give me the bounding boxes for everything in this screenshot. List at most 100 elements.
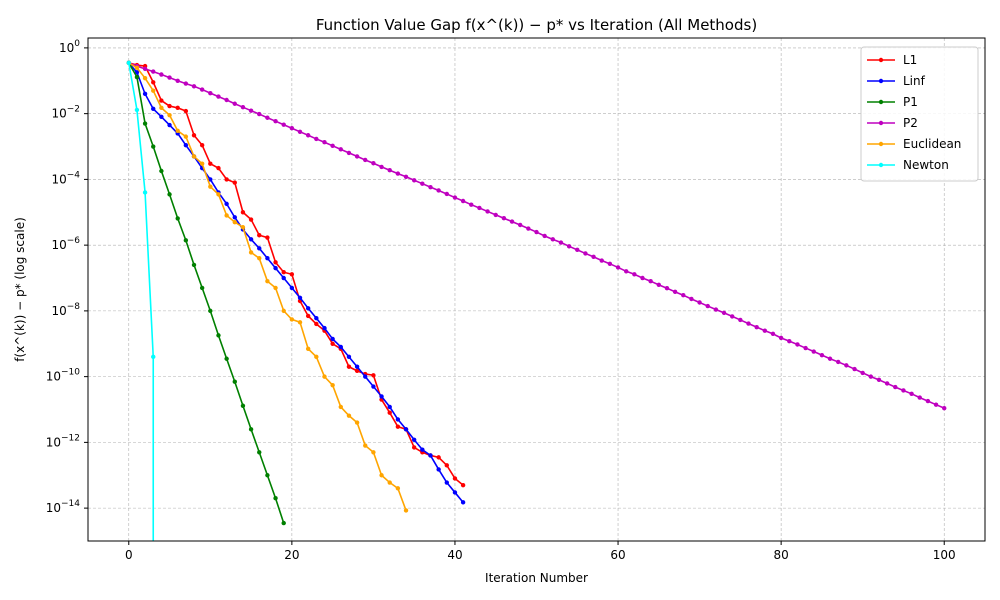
- data-point: [289, 317, 295, 322]
- data-point: [167, 112, 172, 118]
- data-point: [297, 295, 303, 300]
- data-point: [265, 256, 270, 261]
- data-point: [428, 453, 433, 458]
- data-point: [305, 313, 311, 319]
- data-point: [257, 256, 262, 261]
- data-point: [240, 403, 246, 408]
- x-tick-label: 60: [610, 548, 625, 562]
- data-point: [159, 72, 164, 77]
- data-point: [142, 121, 148, 126]
- data-point: [387, 168, 392, 173]
- data-point: [151, 354, 156, 360]
- data-point: [778, 335, 784, 341]
- data-point: [909, 391, 914, 397]
- data-point: [444, 463, 449, 468]
- data-point: [477, 205, 482, 211]
- data-point: [224, 213, 229, 218]
- x-tick-label: 80: [773, 548, 788, 562]
- data-point: [379, 394, 384, 399]
- legend-label: Euclidean: [903, 137, 961, 151]
- data-point: [281, 520, 286, 526]
- data-point: [183, 238, 189, 243]
- data-point: [542, 233, 547, 239]
- data-point: [273, 118, 278, 124]
- data-point: [517, 222, 523, 228]
- data-point: [151, 88, 156, 93]
- data-point: [803, 345, 808, 351]
- data-point: [159, 114, 164, 120]
- data-point: [199, 161, 205, 166]
- x-tick-label: 40: [447, 548, 462, 562]
- data-point: [208, 184, 213, 189]
- data-point: [836, 359, 841, 365]
- data-point: [403, 508, 409, 513]
- data-point: [884, 381, 890, 386]
- series-newton: [126, 60, 156, 541]
- y-tick-exponent: −6: [67, 236, 81, 246]
- data-point: [395, 486, 401, 491]
- data-point: [354, 154, 360, 159]
- y-tick-label: 100: [59, 39, 80, 55]
- data-point: [354, 364, 360, 369]
- plot-frame: [87, 37, 986, 542]
- data-point: [526, 226, 531, 231]
- data-point: [925, 398, 931, 404]
- legend-item-linf: Linf: [867, 74, 926, 88]
- data-point: [281, 275, 286, 281]
- data-point: [134, 74, 140, 80]
- data-point: [420, 181, 425, 186]
- data-point: [248, 108, 254, 113]
- data-point: [330, 341, 335, 346]
- data-point: [281, 270, 286, 275]
- data-point: [681, 293, 686, 298]
- data-point: [346, 150, 352, 156]
- data-point: [134, 70, 140, 75]
- series-euclidean: [126, 60, 409, 513]
- data-point: [754, 324, 759, 330]
- data-point: [191, 262, 197, 268]
- data-point: [151, 80, 156, 85]
- chart-title: Function Value Gap f(x^(k)) − p* vs Iter…: [316, 16, 757, 34]
- data-point: [265, 115, 270, 120]
- series-linf: [126, 60, 466, 505]
- data-point: [452, 490, 458, 495]
- data-point: [314, 315, 319, 321]
- data-point: [395, 171, 401, 176]
- data-point: [159, 168, 164, 174]
- y-tick-base: 10: [51, 172, 66, 186]
- y-tick-label: 10−14: [46, 499, 81, 515]
- data-point: [134, 107, 140, 113]
- data-point: [167, 192, 172, 197]
- data-point: [305, 306, 311, 311]
- legend-label: Newton: [903, 158, 949, 172]
- data-point: [689, 296, 694, 302]
- data-point: [672, 289, 678, 295]
- data-point: [248, 217, 254, 222]
- x-tick-label: 0: [125, 548, 133, 562]
- data-point: [558, 240, 564, 245]
- data-point: [175, 78, 180, 83]
- data-point: [151, 144, 156, 149]
- data-point: [819, 352, 825, 358]
- data-point: [175, 105, 180, 111]
- y-tick-base: 10: [51, 238, 66, 252]
- data-point: [852, 366, 857, 372]
- data-point: [175, 128, 180, 134]
- data-point: [403, 174, 409, 179]
- legend-item-p2: P2: [867, 116, 918, 130]
- data-point: [257, 450, 262, 455]
- data-point: [273, 285, 278, 291]
- data-point: [232, 215, 237, 220]
- data-point: [460, 482, 466, 488]
- legend-label: P1: [903, 95, 918, 109]
- data-point: [469, 202, 474, 207]
- data-point: [265, 473, 270, 478]
- y-tick-label: 10−2: [51, 105, 80, 121]
- data-point: [534, 229, 539, 235]
- data-point: [240, 105, 246, 110]
- data-point: [346, 364, 352, 369]
- data-point: [289, 285, 295, 291]
- data-point: [265, 279, 270, 284]
- data-point: [379, 473, 384, 478]
- data-point: [199, 142, 205, 148]
